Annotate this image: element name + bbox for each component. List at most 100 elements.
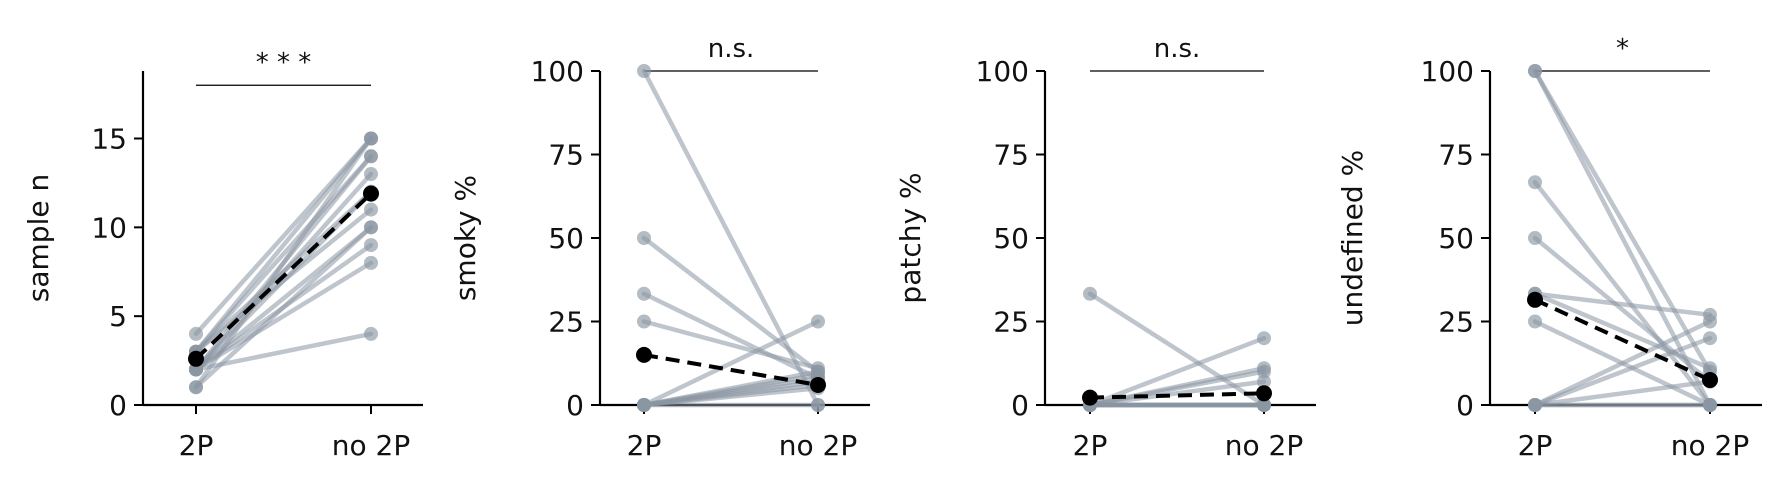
series-point bbox=[189, 380, 203, 395]
series-line-1 bbox=[637, 64, 825, 412]
mean-point bbox=[1256, 385, 1272, 402]
series-line bbox=[1532, 379, 1713, 408]
y-tick-label: 50 bbox=[993, 222, 1029, 255]
series-point bbox=[364, 326, 378, 341]
mean-point bbox=[636, 346, 652, 363]
mean-point bbox=[1527, 291, 1543, 308]
y-tick-label: 0 bbox=[1456, 389, 1474, 422]
x-tick-label: no 2P bbox=[1225, 429, 1303, 462]
series-line-12 bbox=[1528, 398, 1717, 412]
y-tick-label: 25 bbox=[548, 306, 584, 339]
y-tick-label: 50 bbox=[548, 222, 584, 255]
series-line bbox=[641, 319, 821, 371]
series-line bbox=[1532, 335, 1713, 408]
panel-2: 0 25 50 75 100 2P no 2P smoky % n.s. bbox=[449, 34, 870, 462]
series-line bbox=[193, 207, 374, 354]
significance-label: * bbox=[1616, 34, 1629, 64]
series-line bbox=[193, 260, 374, 372]
mean-dashed-line bbox=[1089, 391, 1265, 400]
series-point bbox=[1528, 398, 1542, 412]
x-tick-label: 2P bbox=[179, 429, 214, 462]
series-point bbox=[364, 255, 378, 270]
series-point bbox=[811, 364, 825, 379]
y-axis-label: undefined % bbox=[1336, 150, 1369, 326]
series-point bbox=[1703, 314, 1717, 329]
series-line bbox=[1532, 291, 1713, 371]
y-tick-label: 0 bbox=[566, 389, 584, 422]
x-tick-label: 2P bbox=[1073, 429, 1108, 462]
series-line-8 bbox=[189, 202, 378, 359]
y-tick-label: 75 bbox=[993, 139, 1029, 172]
series-point bbox=[364, 149, 378, 164]
y-tick-label: 100 bbox=[531, 55, 584, 88]
y-tick-label: 0 bbox=[1011, 389, 1029, 422]
series-point bbox=[1703, 361, 1717, 376]
y-axis-label: patchy % bbox=[894, 172, 927, 303]
series-point bbox=[637, 286, 651, 301]
x-tick-label: 2P bbox=[1518, 429, 1553, 462]
mean-point bbox=[188, 350, 204, 367]
series-line bbox=[193, 136, 374, 390]
series-point bbox=[364, 167, 378, 182]
series-line bbox=[1532, 68, 1713, 374]
mean-line bbox=[1527, 291, 1718, 388]
panel-3: 0 25 50 75 100 2P no 2P patchy % n.s. bbox=[894, 34, 1316, 462]
series-line bbox=[641, 319, 821, 408]
significance-label: n.s. bbox=[708, 34, 755, 64]
series-point bbox=[1528, 231, 1542, 245]
y-tick-label: 25 bbox=[1438, 306, 1474, 339]
series-line bbox=[193, 331, 374, 372]
series-point bbox=[364, 202, 378, 217]
series-point bbox=[1703, 398, 1717, 412]
y-tick-label: 100 bbox=[1421, 55, 1474, 88]
series-point bbox=[637, 231, 651, 245]
series-line bbox=[641, 369, 821, 408]
series-point bbox=[1257, 331, 1271, 346]
mean-dashed-line bbox=[194, 192, 373, 361]
significance-label: * * * bbox=[256, 48, 312, 78]
y-tick-label: 5 bbox=[109, 300, 127, 333]
series-point bbox=[1528, 314, 1542, 329]
series-point bbox=[637, 398, 651, 412]
series-line bbox=[1087, 335, 1267, 408]
mean-point bbox=[810, 376, 826, 393]
series-line-3 bbox=[1528, 175, 1717, 412]
series-line bbox=[641, 68, 821, 408]
series-point bbox=[1257, 374, 1271, 389]
series-point bbox=[1703, 331, 1717, 346]
mean-point bbox=[1702, 371, 1718, 388]
y-tick-label: 50 bbox=[1438, 222, 1474, 255]
x-tick-label: 2P bbox=[627, 429, 662, 462]
series-point bbox=[364, 131, 378, 146]
series-line bbox=[1087, 379, 1267, 408]
significance-label: n.s. bbox=[1154, 34, 1201, 64]
series-point bbox=[811, 398, 825, 412]
y-tick-label: 25 bbox=[993, 306, 1029, 339]
mean-line bbox=[1082, 385, 1272, 406]
series-line bbox=[1532, 291, 1713, 318]
mean-point bbox=[1082, 389, 1098, 406]
mean-line bbox=[188, 185, 379, 367]
x-tick-label: no 2P bbox=[332, 429, 410, 462]
x-tick-label: no 2P bbox=[779, 429, 857, 462]
series-point bbox=[637, 64, 651, 78]
y-tick-label: 0 bbox=[109, 389, 127, 422]
series-point bbox=[189, 326, 203, 341]
series-point bbox=[637, 314, 651, 329]
series-point bbox=[1083, 286, 1097, 301]
series-point bbox=[1528, 175, 1542, 190]
series-point bbox=[1528, 64, 1542, 78]
y-tick-label: 15 bbox=[91, 123, 127, 156]
series-line-14 bbox=[189, 131, 378, 395]
series-line bbox=[1532, 319, 1713, 408]
series-point bbox=[1257, 364, 1271, 379]
mean-dashed-line bbox=[1534, 297, 1711, 382]
series-point bbox=[364, 220, 378, 235]
y-tick-label: 10 bbox=[91, 211, 127, 244]
mean-line bbox=[636, 346, 826, 393]
y-tick-label: 75 bbox=[1438, 139, 1474, 172]
y-axis-label: sample n bbox=[22, 174, 55, 302]
series-point bbox=[1257, 398, 1271, 412]
panel-4: 0 25 50 75 100 2P no 2P undefined % * bbox=[1336, 34, 1762, 462]
